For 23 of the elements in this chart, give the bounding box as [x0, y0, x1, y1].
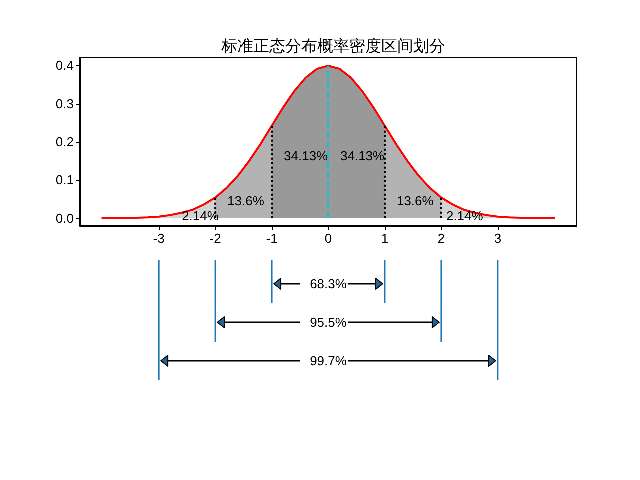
x-tick-label: -3: [153, 231, 165, 246]
text: 95.5%: [310, 315, 348, 330]
y-tick-label: 0.1: [56, 172, 74, 188]
x-tick-label: -1: [266, 231, 278, 246]
y-tick-label: 0.4: [56, 58, 74, 74]
annotation: 13.6%: [396, 194, 434, 208]
y-tick-label: 0.2: [56, 134, 74, 150]
annotation: 34.13%: [340, 148, 386, 164]
line-series: [102, 65, 556, 220]
y-tick-label: 0.0: [56, 210, 74, 226]
annotation: 2.14%: [446, 208, 484, 224]
chart-title: 标准正态分布概率密度区间划分: [220, 38, 446, 56]
x-tick-label: -2: [210, 231, 222, 246]
text: 68.3%: [310, 276, 348, 292]
x-tick-label: 3: [494, 231, 502, 246]
annotation: 13.6%: [228, 194, 265, 208]
x-tick-label: 0: [324, 231, 332, 246]
annotation: 34.13%: [284, 148, 329, 164]
y-tick-label: 0.3: [56, 96, 74, 112]
x-tick-label: 1: [381, 231, 389, 246]
x-tick-label: 2: [438, 231, 446, 246]
text: 99.7%: [310, 354, 348, 368]
annotation: 2.14%: [182, 208, 220, 224]
